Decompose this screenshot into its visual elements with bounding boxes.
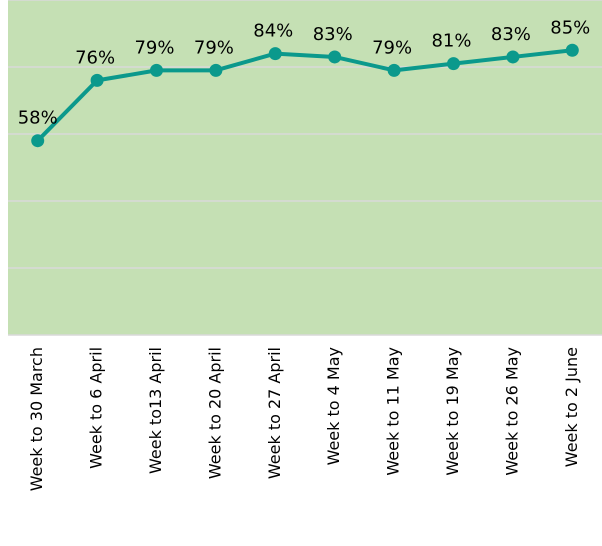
x-tick-label: Week to 30 March (27, 347, 46, 491)
x-tick-label: Week to 26 May (502, 347, 521, 476)
data-label: 81% (431, 31, 471, 52)
x-tick-label: Week to 4 May (324, 347, 343, 465)
x-tick-label: Week to 11 May (384, 347, 403, 476)
point (565, 43, 579, 57)
data-label: 79% (372, 37, 412, 58)
point (90, 73, 104, 87)
point (447, 57, 460, 71)
data-label: 83% (313, 24, 353, 45)
x-tick-label: Week to 2 June (562, 347, 581, 467)
data-label: 84% (253, 21, 293, 42)
point (387, 63, 401, 77)
point (209, 63, 223, 77)
x-tick-label: Week to 6 April (87, 347, 106, 469)
x-tick-label: Week to13 April (146, 347, 165, 474)
series-line (36, 48, 573, 143)
data-label: 58% (18, 108, 58, 129)
x-tick-label: Week to 19 May (443, 347, 462, 476)
data-label: 79% (194, 37, 234, 58)
point (268, 47, 282, 61)
data-label: 85% (550, 17, 590, 38)
data-label: 79% (134, 37, 174, 58)
x-tick-label: Week to 27 April (265, 347, 284, 479)
point (328, 50, 342, 64)
data-label: 76% (75, 47, 115, 68)
data-label: 83% (491, 24, 531, 45)
point (150, 63, 163, 77)
point (506, 50, 520, 64)
point (31, 134, 45, 148)
x-tick-label: Week to 20 April (205, 347, 224, 479)
